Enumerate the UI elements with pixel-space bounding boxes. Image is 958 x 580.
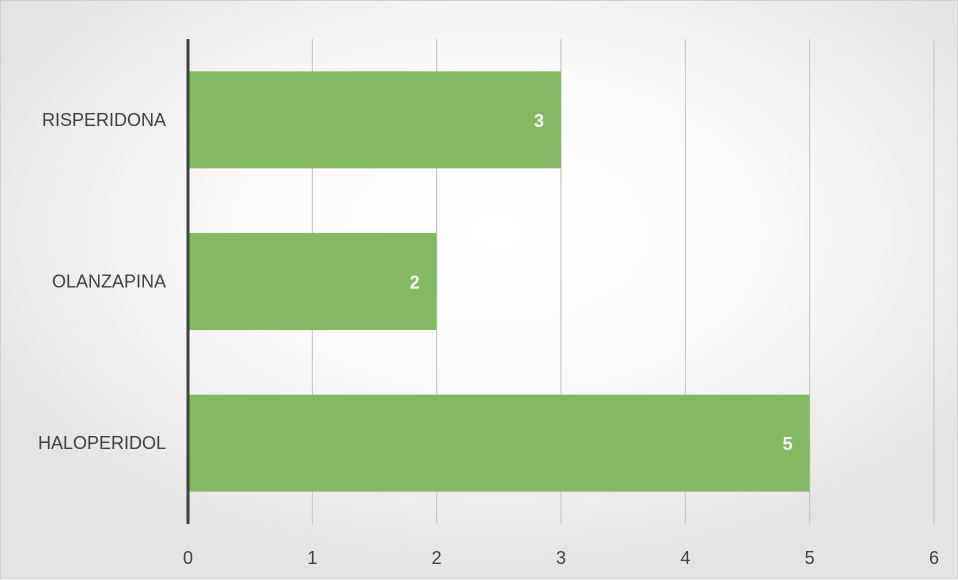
y-category-label: HALOPERIDOL xyxy=(38,433,166,453)
x-tick-label: 2 xyxy=(432,548,442,568)
data-label: 3 xyxy=(534,111,544,131)
bar xyxy=(188,71,561,169)
data-label: 5 xyxy=(783,434,793,454)
y-category-label: RISPERIDONA xyxy=(42,110,166,130)
labels: 0 1 2 3 4 5 6 RISPERIDONA 3 OLANZAPINA 2 HALOPERIDO… xyxy=(38,110,939,568)
x-tick-label: 3 xyxy=(556,548,566,568)
y-category-label: OLANZAPINA xyxy=(52,272,166,292)
x-tick-label: 0 xyxy=(183,548,193,568)
x-tick-label: 6 xyxy=(929,548,939,568)
bar xyxy=(188,233,437,330)
bar xyxy=(188,394,810,492)
bars xyxy=(188,71,810,492)
x-tick-label: 5 xyxy=(805,548,815,568)
x-tick-label: 4 xyxy=(680,548,690,568)
x-tick-label: 1 xyxy=(307,548,317,568)
data-label: 2 xyxy=(410,273,420,293)
